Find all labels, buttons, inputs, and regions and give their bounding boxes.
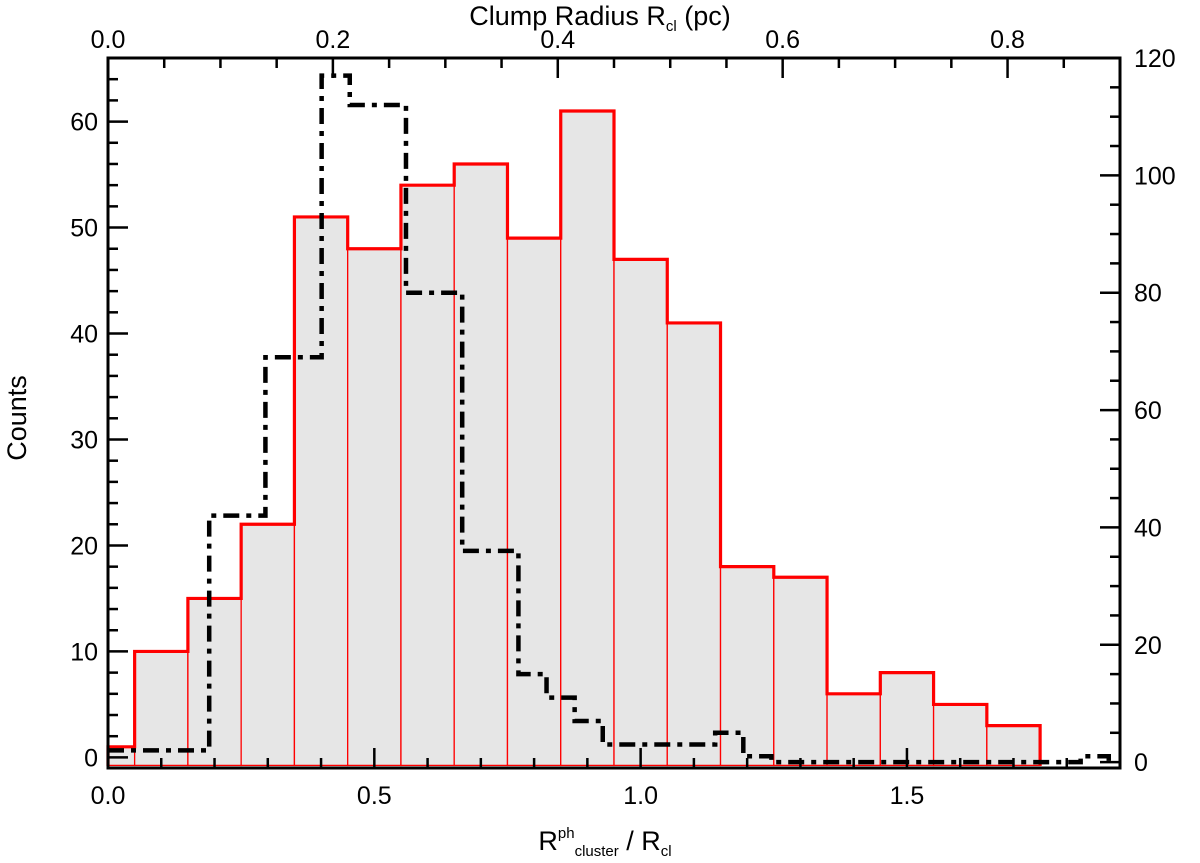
left-y-axis: 0 10 20 30 40 50 60 — [70, 77, 128, 772]
right-y-tick-label: 60 — [1134, 397, 1162, 425]
histogram-bar — [719, 566, 775, 767]
red-step-line — [106, 109, 1042, 766]
y-tick-label: 50 — [70, 215, 98, 243]
top-x-tick-label: 0.0 — [91, 26, 126, 54]
dash-dot-histogram — [108, 73, 1112, 765]
histogram-bar — [240, 523, 296, 767]
y-tick-label: 30 — [70, 426, 98, 454]
histogram-bar — [506, 237, 562, 767]
y-tick-label: 40 — [70, 321, 98, 349]
histogram-bar — [453, 163, 509, 767]
top-x-tick-label: 0.8 — [990, 26, 1025, 54]
histogram-bar — [932, 703, 988, 767]
right-y-axis: 0 20 40 60 80 100 120 — [1100, 45, 1176, 777]
y-axis-title: Counts — [2, 375, 32, 461]
bottom-x-axis: 0.0 0.5 1.0 1.5 — [91, 748, 1122, 810]
x-tick-label: 1.5 — [890, 782, 925, 810]
histogram-bar — [400, 184, 455, 767]
histogram-bar — [187, 597, 242, 767]
top-x-axis-title: Clump Radius Rcl (pc) — [469, 1, 730, 35]
histogram-bar — [773, 576, 828, 767]
right-y-tick-label: 120 — [1134, 45, 1176, 73]
y-tick-label: 60 — [70, 109, 98, 137]
y-tick-label: 0 — [84, 744, 98, 772]
dash-dot-step-line — [108, 73, 1112, 765]
y-tick-label: 20 — [70, 532, 98, 560]
histogram-bar — [293, 216, 349, 767]
right-y-tick-label: 20 — [1134, 632, 1162, 660]
histogram-bar — [613, 258, 668, 767]
right-y-tick-label: 40 — [1134, 514, 1162, 542]
histogram-bar — [347, 248, 402, 767]
right-y-tick-label: 100 — [1134, 162, 1176, 190]
top-x-tick-label: 0.6 — [765, 26, 800, 54]
x-tick-label: 0.5 — [357, 782, 392, 810]
x-tick-label: 1.0 — [623, 782, 658, 810]
right-y-tick-label: 80 — [1134, 280, 1162, 308]
red-histogram-bins — [107, 110, 1041, 767]
top-x-tick-label: 0.2 — [316, 26, 351, 54]
histogram-bar — [666, 322, 722, 767]
x-tick-label: 0.0 — [91, 782, 126, 810]
histogram-bar — [560, 110, 615, 767]
histogram-bar — [826, 693, 881, 767]
x-axis-title: Rphcluster / Rcl — [538, 825, 671, 860]
y-tick-label: 10 — [70, 638, 98, 666]
top-x-axis: 0.0 0.2 0.4 0.6 0.8 — [91, 26, 1122, 78]
histogram-bar — [133, 650, 189, 767]
red-histogram-outline — [106, 109, 1042, 766]
right-y-tick-label: 0 — [1134, 749, 1148, 777]
top-x-tick-label: 0.4 — [540, 26, 575, 54]
